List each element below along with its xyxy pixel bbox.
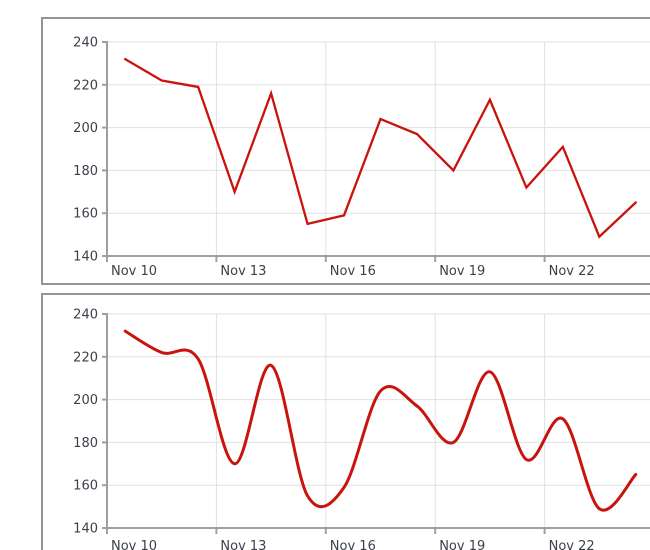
y-axis-label: 140 xyxy=(73,250,98,265)
spline-chart-canvas: 140 160 180 200 220 240 Nov 10 Nov 13 Nov 16 Nov … xyxy=(73,308,650,550)
series-line xyxy=(123,329,638,512)
line-chart-panel: 140 160 180 200 220 240 Nov 10 Nov 13 Nov 16 Nov … xyxy=(41,17,650,285)
x-axis-label: Nov 19 xyxy=(439,264,485,279)
x-axis-label: Nov 16 xyxy=(330,539,376,550)
x-axis-label: Nov 13 xyxy=(220,264,266,279)
x-axis-label: Nov 22 xyxy=(549,539,595,550)
y-axis-label: 180 xyxy=(73,436,98,451)
y-axis-label: 200 xyxy=(73,393,98,408)
x-axis-label: Nov 22 xyxy=(549,264,595,279)
x-axis-label: Nov 19 xyxy=(439,539,485,550)
y-axis-label: 240 xyxy=(73,308,98,323)
x-axis-label: Nov 16 xyxy=(330,264,376,279)
x-axis-label: Nov 10 xyxy=(111,264,157,279)
series-line xyxy=(124,57,637,239)
y-axis-label: 160 xyxy=(73,479,98,494)
y-axis-label: 220 xyxy=(73,350,98,365)
y-axis-label: 200 xyxy=(73,121,98,136)
y-axis-label: 180 xyxy=(73,164,98,179)
y-axis-label: 240 xyxy=(73,36,98,51)
x-axis-label: Nov 10 xyxy=(111,539,157,550)
x-axis-label: Nov 13 xyxy=(220,539,266,550)
y-axis-label: 140 xyxy=(73,522,98,537)
line-chart-canvas: 140 160 180 200 220 240 Nov 10 Nov 13 Nov 16 Nov … xyxy=(73,36,650,279)
y-axis-label: 220 xyxy=(73,78,98,93)
spline-chart-panel: 140 160 180 200 220 240 Nov 10 Nov 13 Nov 16 Nov … xyxy=(41,293,650,550)
y-axis-label: 160 xyxy=(73,207,98,222)
